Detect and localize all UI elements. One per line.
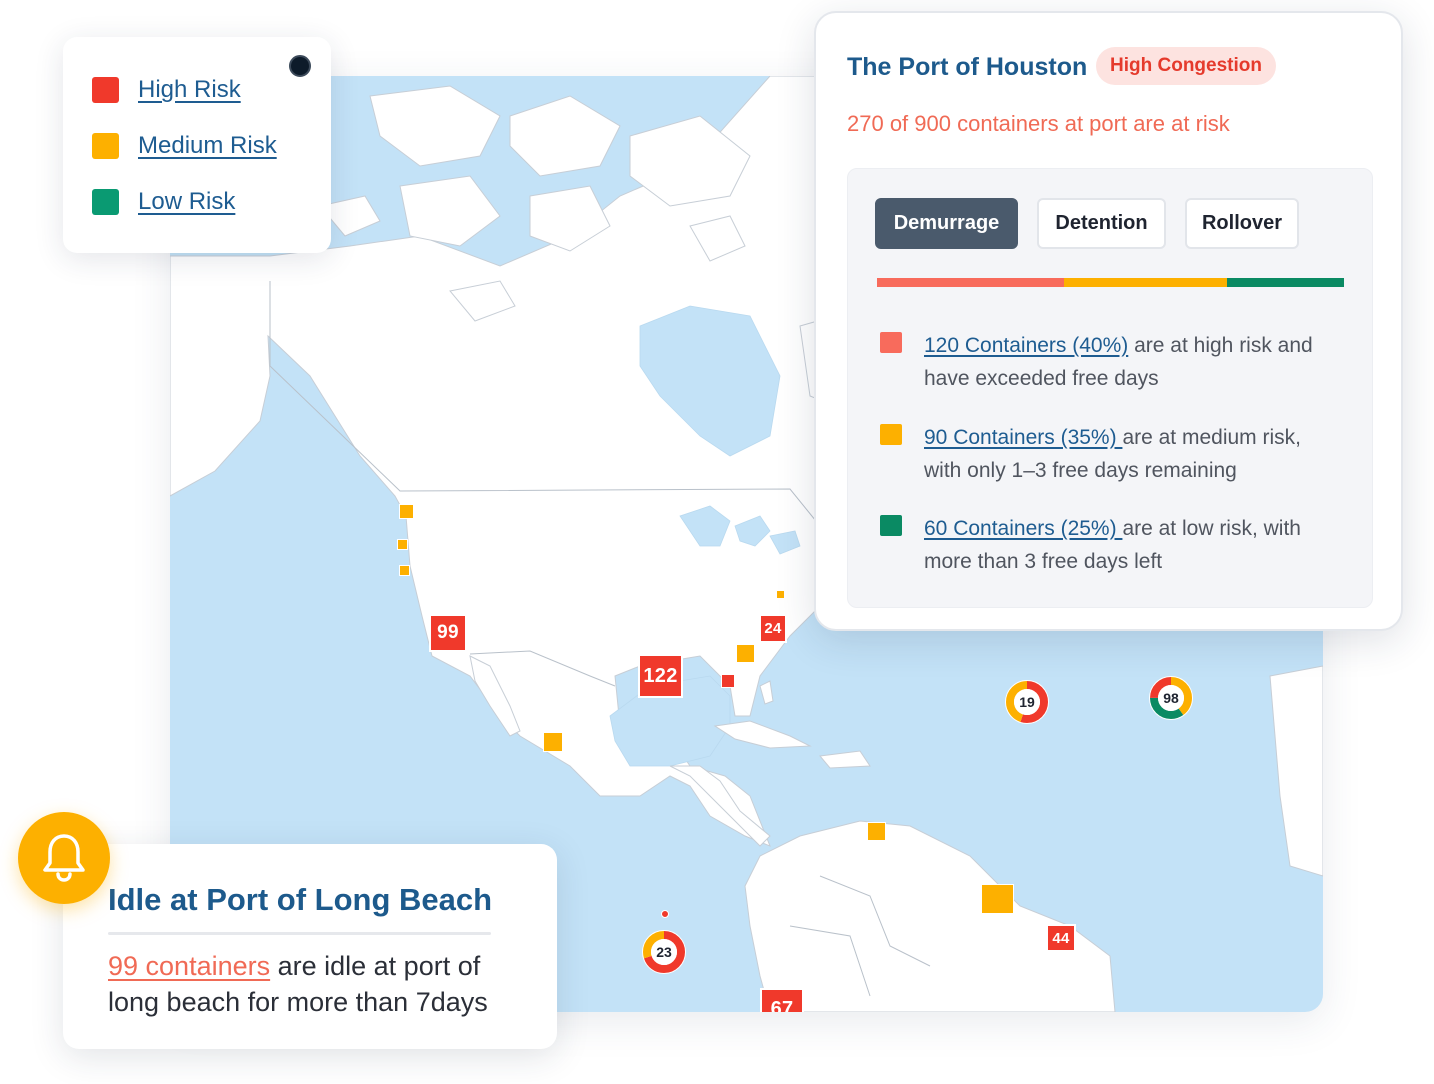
legend-label[interactable]: Low Risk bbox=[138, 188, 236, 215]
tab-rollover[interactable]: Rollover bbox=[1185, 198, 1299, 249]
canada-us-border bbox=[269, 281, 821, 527]
high-risk-swatch bbox=[880, 332, 902, 353]
risk-row-description: are at high risk and have exceeded free … bbox=[924, 334, 1313, 390]
us-mexico-border bbox=[469, 650, 616, 687]
cuba bbox=[713, 720, 812, 749]
donut-segment-2 bbox=[1150, 677, 1192, 719]
legend-label[interactable]: Medium Risk bbox=[138, 132, 277, 159]
bar-segment-low bbox=[1227, 278, 1344, 287]
medium-risk-containers-link[interactable]: 90 Containers (35%) bbox=[924, 426, 1123, 449]
idle-containers-link[interactable]: 99 containers bbox=[108, 951, 271, 981]
south-america bbox=[744, 820, 1116, 1012]
cluster-marker-19[interactable]: 19 bbox=[1005, 680, 1049, 724]
divider bbox=[108, 932, 491, 935]
marker-medium-risk[interactable] bbox=[397, 539, 408, 550]
donut-segment-1 bbox=[1150, 677, 1192, 719]
risk-breakdown-panel: Demurrage Detention Rollover 120 Contain… bbox=[847, 168, 1373, 608]
marker-count-24[interactable]: 24 bbox=[759, 614, 787, 643]
risk-row-text: 60 Containers (25%) are at low risk, wit… bbox=[924, 512, 1344, 578]
donut-ring bbox=[1149, 676, 1193, 720]
medium-risk-swatch bbox=[92, 133, 119, 159]
high-risk-swatch bbox=[92, 77, 119, 103]
port-title: The Port of Houston bbox=[847, 53, 1088, 81]
marker-medium-risk[interactable] bbox=[981, 884, 1014, 914]
legend-item-low-risk[interactable]: Low Risk bbox=[92, 188, 235, 216]
alert-description: are idle at port of long beach for more … bbox=[108, 951, 488, 1017]
marker-medium-risk[interactable] bbox=[543, 732, 563, 752]
great-lakes bbox=[679, 505, 731, 547]
marker-medium-risk[interactable] bbox=[776, 590, 785, 599]
baja-peninsula bbox=[469, 655, 521, 737]
congestion-badge: High Congestion bbox=[1096, 47, 1276, 85]
marker-count-44[interactable]: 44 bbox=[1046, 924, 1076, 952]
risk-row-description: are at low risk, with more than 3 free d… bbox=[924, 517, 1301, 573]
marker-count-122[interactable]: 122 bbox=[638, 654, 683, 698]
donut-segment-1 bbox=[1006, 681, 1048, 723]
marker-medium-risk[interactable] bbox=[399, 565, 410, 576]
risk-row-text: 90 Containers (35%) are at medium risk, … bbox=[924, 421, 1344, 487]
donut-segment-1 bbox=[643, 931, 685, 973]
donut-ring bbox=[642, 930, 686, 974]
legend-item-high-risk[interactable]: High Risk bbox=[92, 76, 241, 104]
low-risk-containers-link[interactable]: 60 Containers (25%) bbox=[924, 517, 1123, 540]
marker-high-risk[interactable] bbox=[661, 910, 669, 918]
tab-demurrage[interactable]: Demurrage bbox=[875, 198, 1018, 249]
cluster-count: 19 bbox=[1019, 694, 1035, 710]
marker-medium-risk[interactable] bbox=[399, 504, 414, 519]
cluster-count: 23 bbox=[656, 944, 672, 960]
bell-glyph bbox=[43, 834, 85, 882]
risk-summary: 270 of 900 containers at port are at ris… bbox=[847, 111, 1230, 136]
tab-detention[interactable]: Detention bbox=[1037, 198, 1166, 249]
marker-count-67[interactable]: 67 bbox=[760, 988, 804, 1012]
alert-body: 99 containers are idle at port of long b… bbox=[108, 948, 538, 1020]
medium-risk-swatch bbox=[880, 424, 902, 445]
alert-title: Idle at Port of Long Beach bbox=[108, 882, 493, 917]
port-details-card: The Port of Houston High Congestion 270 … bbox=[814, 11, 1403, 631]
high-risk-containers-link[interactable]: 120 Containers (40%) bbox=[924, 334, 1129, 357]
low-risk-swatch bbox=[92, 189, 119, 215]
legend-item-medium-risk[interactable]: Medium Risk bbox=[92, 132, 277, 160]
status-dot bbox=[289, 55, 311, 77]
cluster-marker-98[interactable]: 98 bbox=[1149, 676, 1193, 720]
idle-alert-card: Idle at Port of Long Beach 99 containers… bbox=[63, 844, 557, 1049]
marker-high-risk[interactable] bbox=[721, 674, 735, 688]
africa-coast bbox=[1269, 665, 1323, 877]
donut-ring bbox=[1005, 680, 1049, 724]
risk-row-text: 120 Containers (40%) are at high risk an… bbox=[924, 329, 1344, 395]
marker-count-99[interactable]: 99 bbox=[429, 614, 467, 652]
legend-label[interactable]: High Risk bbox=[138, 76, 241, 103]
bell-icon[interactable] bbox=[18, 812, 110, 904]
bar-segment-medium bbox=[1063, 278, 1228, 287]
hudson-bay bbox=[639, 305, 781, 457]
marker-medium-risk[interactable] bbox=[867, 822, 886, 841]
marker-medium-risk[interactable] bbox=[736, 644, 755, 663]
low-risk-swatch bbox=[880, 515, 902, 536]
risk-legend-card: High Risk Medium Risk Low Risk bbox=[63, 37, 331, 253]
central-america bbox=[669, 765, 771, 847]
cluster-count: 98 bbox=[1163, 690, 1179, 706]
bar-segment-high bbox=[877, 278, 1064, 287]
risk-distribution-bar bbox=[877, 278, 1344, 287]
cluster-marker-23[interactable]: 23 bbox=[642, 930, 686, 974]
risk-row-description: are at medium risk, with only 1–3 free d… bbox=[924, 426, 1301, 482]
